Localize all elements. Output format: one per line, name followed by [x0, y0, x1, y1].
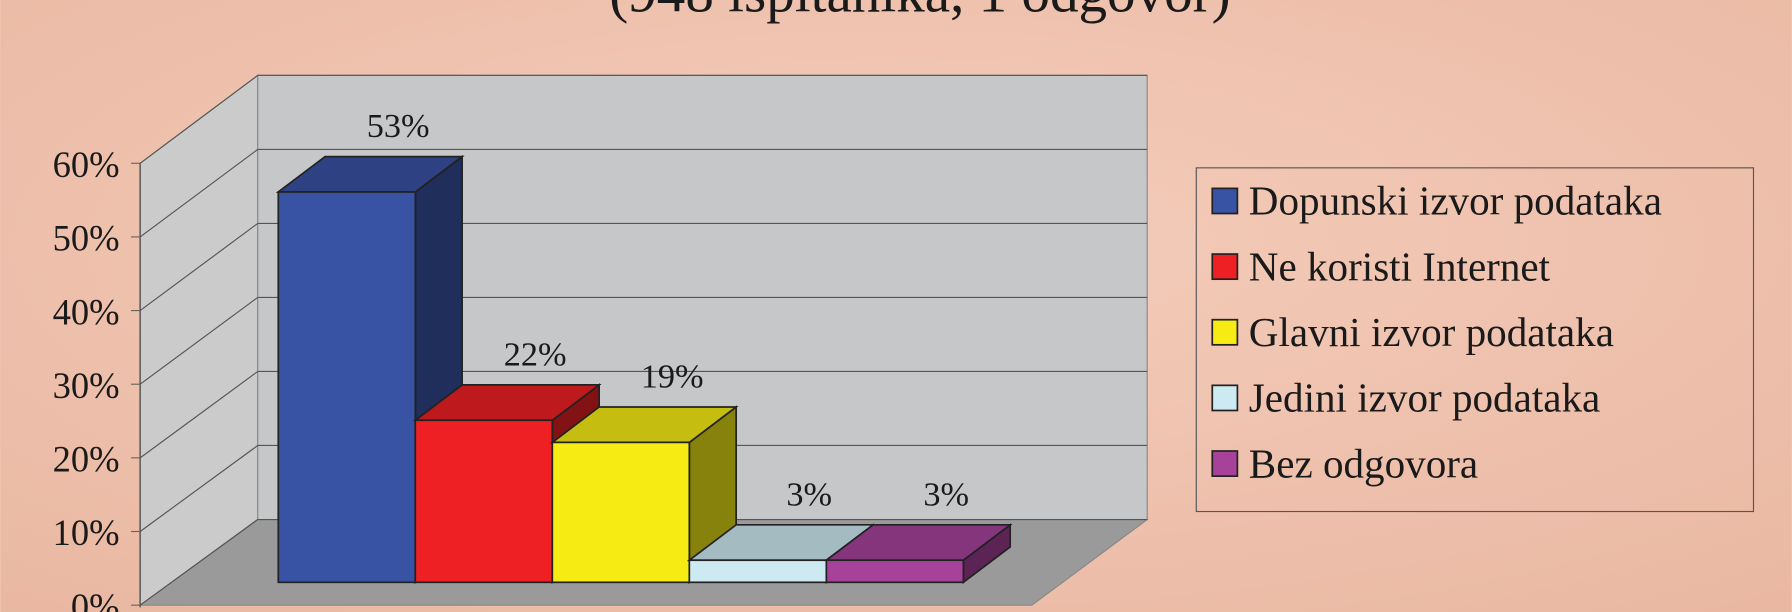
y-tick-label: 50%: [53, 218, 120, 259]
grid-line: [139, 222, 259, 312]
legend-label: Bez odgovora: [1249, 440, 1478, 486]
y-tick-label: 60%: [53, 144, 120, 185]
grid-line: [139, 445, 259, 532]
y-tick-label: 10%: [53, 512, 120, 553]
grid-line: [139, 148, 259, 238]
bar: [551, 441, 691, 584]
legend-swatch: [1211, 318, 1239, 346]
legend-swatch: [1211, 450, 1239, 477]
value-label: 19%: [641, 358, 704, 396]
y-tick-label: 30%: [53, 365, 120, 406]
grid-line: [139, 519, 259, 606]
y-tick-label: 40%: [53, 291, 120, 332]
legend-label: Glavni izvor podataka: [1249, 309, 1614, 355]
bar: [414, 419, 554, 584]
bar: [688, 559, 828, 584]
legend-swatch: [1211, 384, 1239, 412]
y-tick-label: 20%: [53, 439, 120, 480]
value-label: 22%: [504, 335, 567, 373]
grid-line: [139, 296, 259, 385]
legend-label: Jedini izvor podataka: [1249, 375, 1600, 421]
grid-line: [139, 371, 259, 459]
grid-line: [139, 74, 259, 164]
legend-label: Ne koristi Internet: [1249, 243, 1551, 289]
bar: [277, 191, 417, 584]
chart-title: (948 ispitanika, 1 odgovor): [609, 0, 1230, 24]
y-tick-label: 0%: [71, 586, 120, 612]
legend-swatch: [1211, 187, 1239, 215]
value-label: 53%: [367, 107, 430, 145]
value-label: 3%: [923, 475, 969, 513]
value-label: 3%: [786, 475, 832, 513]
legend-label: Dopunski izvor podataka: [1249, 178, 1662, 224]
legend-swatch: [1211, 253, 1239, 281]
bar: [825, 559, 965, 584]
legend-box: [1195, 167, 1755, 513]
